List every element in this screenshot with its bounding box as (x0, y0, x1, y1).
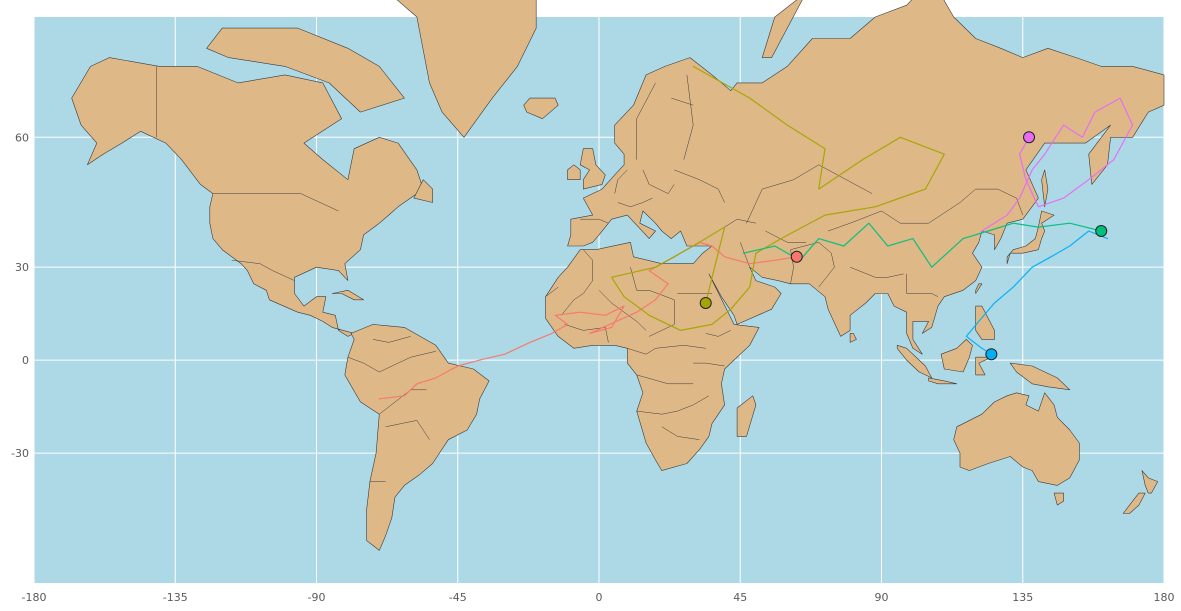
country-border (674, 169, 725, 203)
sri-lanka-land (849, 333, 857, 343)
country-border (705, 330, 731, 337)
britain-land (579, 148, 606, 190)
arctic-islands-land (206, 27, 405, 113)
y-tick-label: -30 (11, 447, 29, 460)
country-border (636, 82, 656, 160)
y-tick-label: 0 (22, 354, 29, 367)
migration-tracks (378, 65, 1134, 400)
country-border (636, 395, 710, 415)
x-tick-label: 135 (1012, 591, 1033, 604)
country-border (212, 193, 339, 212)
new-guinea-land (1009, 362, 1071, 391)
newfoundland-land (413, 179, 433, 203)
x-tick-label: 45 (733, 591, 747, 604)
country-border (580, 218, 609, 224)
country-border (642, 169, 675, 194)
country-border (598, 290, 647, 331)
country-border (564, 324, 609, 343)
country-border (561, 249, 593, 316)
x-tick-label: -180 (22, 591, 47, 604)
country-border (372, 336, 411, 343)
country-border (850, 266, 904, 278)
ireland-land (567, 164, 581, 180)
philippines-land (975, 305, 995, 340)
country-border (906, 273, 939, 297)
south-america-land (344, 324, 490, 551)
country-border (724, 218, 756, 228)
track-line-2 (610, 65, 945, 331)
y-tick-label: 30 (15, 261, 29, 274)
country-border (231, 260, 295, 281)
sumatra-land (896, 344, 933, 379)
track-line-5 (981, 97, 1134, 232)
track-endpoint-5 (1023, 131, 1036, 144)
track-endpoints (699, 131, 1108, 361)
iceland-land (523, 97, 559, 119)
country-border (636, 374, 694, 385)
country-border (671, 97, 694, 106)
track-endpoint-1 (790, 250, 803, 263)
cuba-land (331, 289, 364, 301)
country-border (363, 351, 436, 373)
x-tick-label: 180 (1154, 591, 1175, 604)
country-border (630, 267, 675, 337)
x-axis-tick-labels: -180 -135 -90 -45 0 45 90 135 180 (22, 591, 1175, 604)
track-endpoint-2 (699, 296, 712, 309)
country-border (746, 164, 873, 224)
madagascar-land (736, 395, 757, 437)
x-tick-label: 90 (875, 591, 889, 604)
x-tick-label: -135 (163, 591, 188, 604)
country-border (627, 345, 706, 355)
country-border (614, 169, 628, 194)
tasmania-land (1053, 492, 1064, 506)
country-border (385, 420, 430, 440)
x-tick-label: 0 (596, 591, 603, 604)
australia-land (953, 392, 1080, 486)
country-border (693, 362, 725, 367)
x-tick-label: -90 (308, 591, 326, 604)
y-tick-label: 60 (15, 131, 29, 144)
java-land (928, 377, 958, 385)
country-border (661, 426, 700, 440)
greenland-land (396, 0, 537, 138)
country-border (765, 230, 807, 243)
country-border (617, 197, 653, 208)
japan-land (1006, 210, 1055, 265)
track-line-3 (742, 222, 1102, 268)
country-border (818, 242, 835, 288)
country-border (347, 356, 364, 364)
y-axis-tick-labels: -30 0 30 60 (11, 131, 29, 460)
country-border (828, 188, 1024, 232)
borneo-land (940, 339, 973, 373)
track-line-4 (965, 230, 1109, 355)
sakhalin-land (1041, 169, 1049, 208)
new-zealand-north-land (1141, 470, 1158, 494)
novaya-zemlya-land (761, 0, 803, 58)
track-endpoint-3 (1095, 225, 1108, 238)
taiwan-land (975, 283, 983, 294)
x-tick-label: -45 (449, 591, 467, 604)
track-line-1 (378, 241, 798, 400)
country-border (545, 286, 559, 297)
country-border (683, 74, 694, 160)
track-endpoint-4 (985, 348, 998, 361)
new-zealand-south-land (1122, 492, 1146, 514)
